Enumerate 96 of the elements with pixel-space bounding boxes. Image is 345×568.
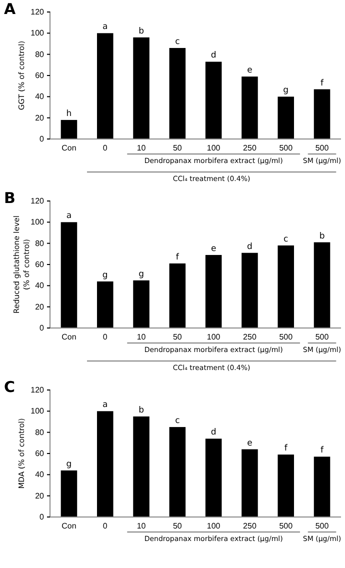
- y-tick-label: 20: [35, 113, 45, 122]
- chart-title: A: [4, 0, 16, 18]
- bar: [314, 89, 330, 139]
- x-tick-label: 100: [206, 522, 221, 531]
- bar: [133, 280, 150, 328]
- data-label: c: [175, 416, 180, 426]
- bar: [205, 254, 222, 328]
- bar: [169, 263, 186, 328]
- x-tick-label: 10: [136, 144, 146, 153]
- data-label: d: [210, 50, 216, 61]
- x-tick-label: 50: [172, 144, 182, 153]
- bar: [60, 470, 78, 517]
- bar: [60, 222, 78, 328]
- y-tick-label: 0: [40, 134, 45, 144]
- y-tick-label: 40: [35, 470, 45, 480]
- y-tick-label: 100: [30, 406, 45, 416]
- x-tick-label: 500: [315, 144, 330, 153]
- x-tick-label: 500: [279, 332, 294, 342]
- data-label: d: [210, 428, 216, 438]
- x-tick-label: 0: [102, 144, 108, 153]
- y-tick-label: 60: [35, 449, 45, 458]
- data-label: e: [210, 244, 216, 254]
- y-tick-label: 20: [35, 302, 45, 312]
- data-label: f: [284, 444, 288, 454]
- data-label: g: [283, 86, 289, 96]
- data-label: b: [138, 405, 144, 416]
- y-tick-label: 120: [30, 196, 45, 206]
- y-tick-label: 40: [35, 92, 45, 102]
- data-label: g: [66, 459, 72, 470]
- data-label: e: [247, 438, 252, 448]
- y-tick-label: 0: [40, 324, 45, 333]
- data-label: a: [102, 400, 108, 410]
- data-label: b: [319, 231, 325, 242]
- data-label: d: [247, 242, 252, 252]
- bar: [133, 416, 150, 517]
- bar: [278, 454, 294, 517]
- bar: [278, 96, 294, 139]
- x-tick-label: 10: [136, 522, 146, 531]
- data-label: h: [66, 108, 72, 119]
- y-tick-label: 80: [35, 428, 45, 437]
- data-label: g: [138, 269, 144, 280]
- x-tick-label: 10: [136, 332, 146, 342]
- bar: [205, 438, 222, 517]
- x-tick-label: 250: [243, 144, 257, 153]
- y-tick-label: 80: [35, 50, 45, 59]
- data-label: f: [320, 446, 325, 456]
- x-tick-label: 0: [102, 522, 108, 531]
- data-label: a: [102, 22, 108, 32]
- x-tick-label: 250: [243, 332, 257, 342]
- x-tick-label: 500: [315, 522, 330, 531]
- x-tick-label: Con: [62, 144, 76, 153]
- y-tick-label: 40: [35, 281, 45, 290]
- y-tick-label: 60: [35, 71, 45, 80]
- bar: [96, 281, 114, 328]
- y-tick-label: 80: [35, 238, 45, 248]
- y-tick-label: 120: [30, 386, 45, 395]
- bar: [169, 427, 186, 517]
- x-tick-label: Con: [62, 522, 76, 531]
- data-label: c: [175, 36, 180, 47]
- x-tick-label: 50: [172, 522, 182, 531]
- y-tick-label: 20: [35, 491, 45, 500]
- y-tick-label: 120: [30, 8, 45, 17]
- x-tick-label: 100: [206, 144, 221, 153]
- bar: [96, 411, 114, 517]
- y-tick-label: 0: [40, 512, 45, 522]
- chart-title: B: [4, 189, 16, 207]
- x-tick-label: 500: [279, 144, 294, 153]
- data-label: f: [320, 78, 325, 88]
- bar: [242, 252, 258, 328]
- data-label: f: [176, 252, 180, 262]
- x-tick-label: Con: [62, 332, 76, 342]
- bar: [278, 245, 294, 328]
- y-tick-label: 100: [30, 218, 45, 227]
- bar: [242, 449, 258, 517]
- bar: [314, 456, 330, 517]
- data-label: b: [138, 26, 144, 36]
- x-tick-label: 500: [279, 522, 294, 531]
- y-tick-label: 100: [30, 28, 45, 38]
- x-tick-label: 100: [206, 332, 221, 342]
- bar: [60, 120, 78, 139]
- x-tick-label: 500: [315, 332, 330, 342]
- bar: [242, 76, 258, 139]
- x-tick-label: 0: [102, 332, 108, 342]
- bar: [133, 37, 150, 139]
- data-label: g: [102, 270, 108, 280]
- chart-title: C: [4, 378, 16, 396]
- data-label: e: [247, 66, 252, 76]
- bar: [314, 242, 330, 328]
- x-tick-label: 250: [243, 522, 257, 531]
- y-tick-label: 60: [35, 260, 45, 270]
- bar: [96, 33, 114, 139]
- x-tick-label: 50: [172, 332, 182, 342]
- bar: [169, 48, 186, 139]
- data-label: c: [284, 234, 289, 244]
- bar: [205, 62, 222, 139]
- data-label: a: [66, 211, 72, 222]
